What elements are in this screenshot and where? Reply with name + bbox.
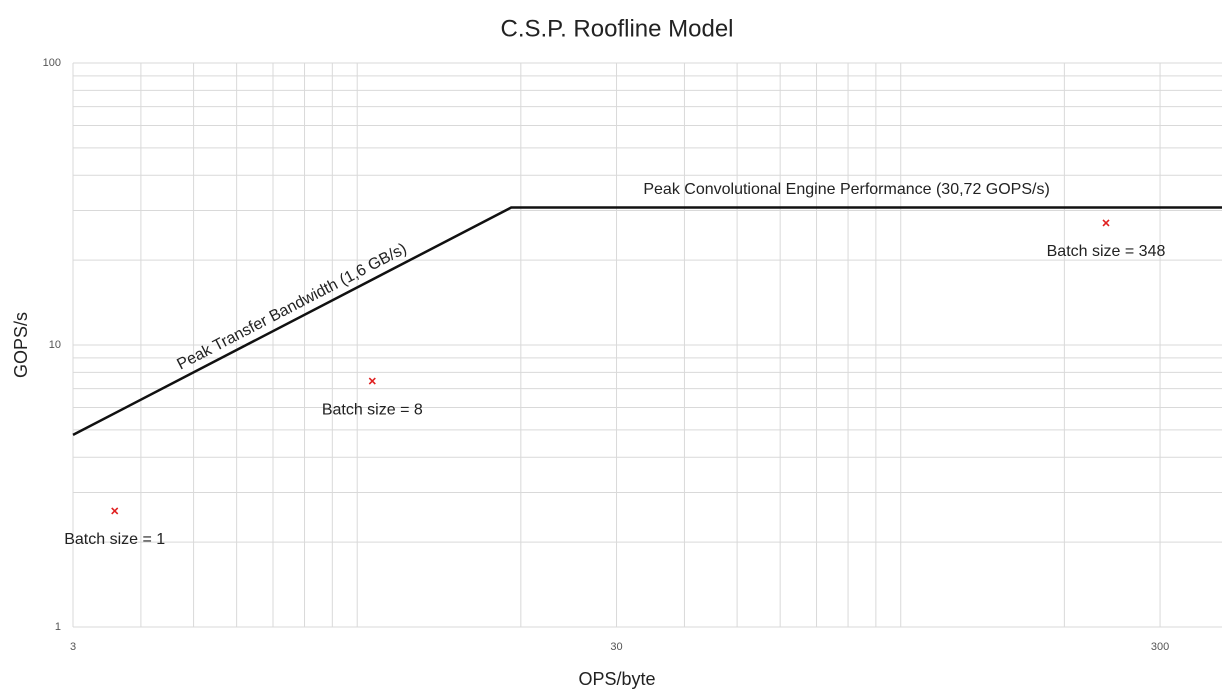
x-tick-label: 3 <box>70 641 76 653</box>
data-point <box>1102 219 1110 227</box>
chart-title: C.S.P. Roofline Model <box>500 15 733 42</box>
data-point <box>368 377 376 385</box>
y-tick-label: 10 <box>49 339 61 351</box>
x-tick-label: 30 <box>610 641 622 653</box>
point-label: Batch size = 8 <box>322 401 423 418</box>
line-annotation: Peak Convolutional Engine Performance (3… <box>643 181 1049 198</box>
x-tick-label: 300 <box>1151 641 1169 653</box>
x-axis-label: OPS/byte <box>578 669 655 689</box>
point-label: Batch size = 348 <box>1047 243 1166 260</box>
point-label: Batch size = 1 <box>64 531 165 548</box>
y-tick-label: 1 <box>55 621 61 633</box>
y-tick-label: 100 <box>43 57 61 69</box>
data-point <box>111 507 119 515</box>
roofline <box>72 206 1222 436</box>
y-axis-label: GOPS/s <box>11 312 31 378</box>
